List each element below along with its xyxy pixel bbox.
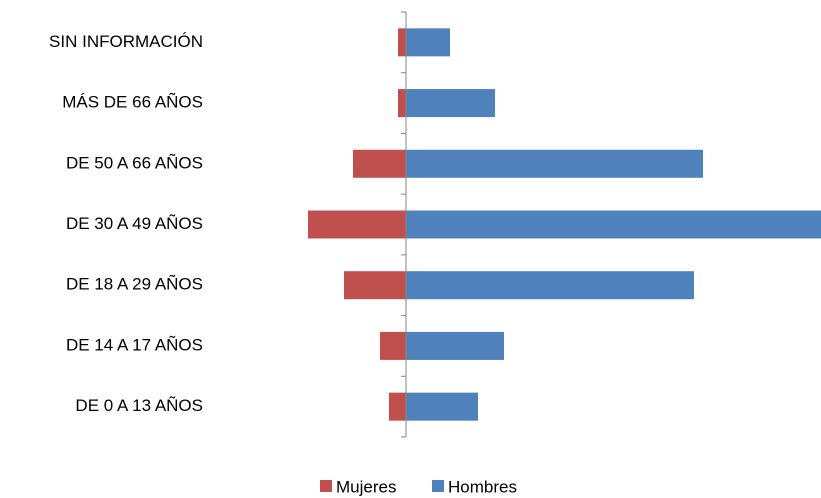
legend-swatch [432,480,444,492]
bar [406,28,450,57]
legend-swatch [320,480,332,492]
bar [406,331,504,360]
bar [406,271,694,300]
category-label: DE 50 A 66 AÑOS [66,153,203,172]
bar [353,149,406,178]
bar [406,392,478,421]
category-label: DE 0 A 13 AÑOS [75,396,203,415]
legend-label: Mujeres [336,477,396,496]
legend-label: Hombres [448,477,517,496]
bar [398,89,406,118]
category-label: DE 18 A 29 AÑOS [66,275,203,294]
bar [406,149,703,178]
bar [308,210,406,239]
bar [380,331,406,360]
bar [406,210,821,239]
category-label: MÁS DE 66 AÑOS [62,93,203,112]
bar [389,392,406,421]
category-label: DE 14 A 17 AÑOS [66,335,203,354]
category-label: SIN INFORMACIÓN [49,32,203,51]
bar [398,28,406,57]
bar [344,271,406,300]
category-label: DE 30 A 49 AÑOS [66,214,203,233]
bar [406,89,495,118]
